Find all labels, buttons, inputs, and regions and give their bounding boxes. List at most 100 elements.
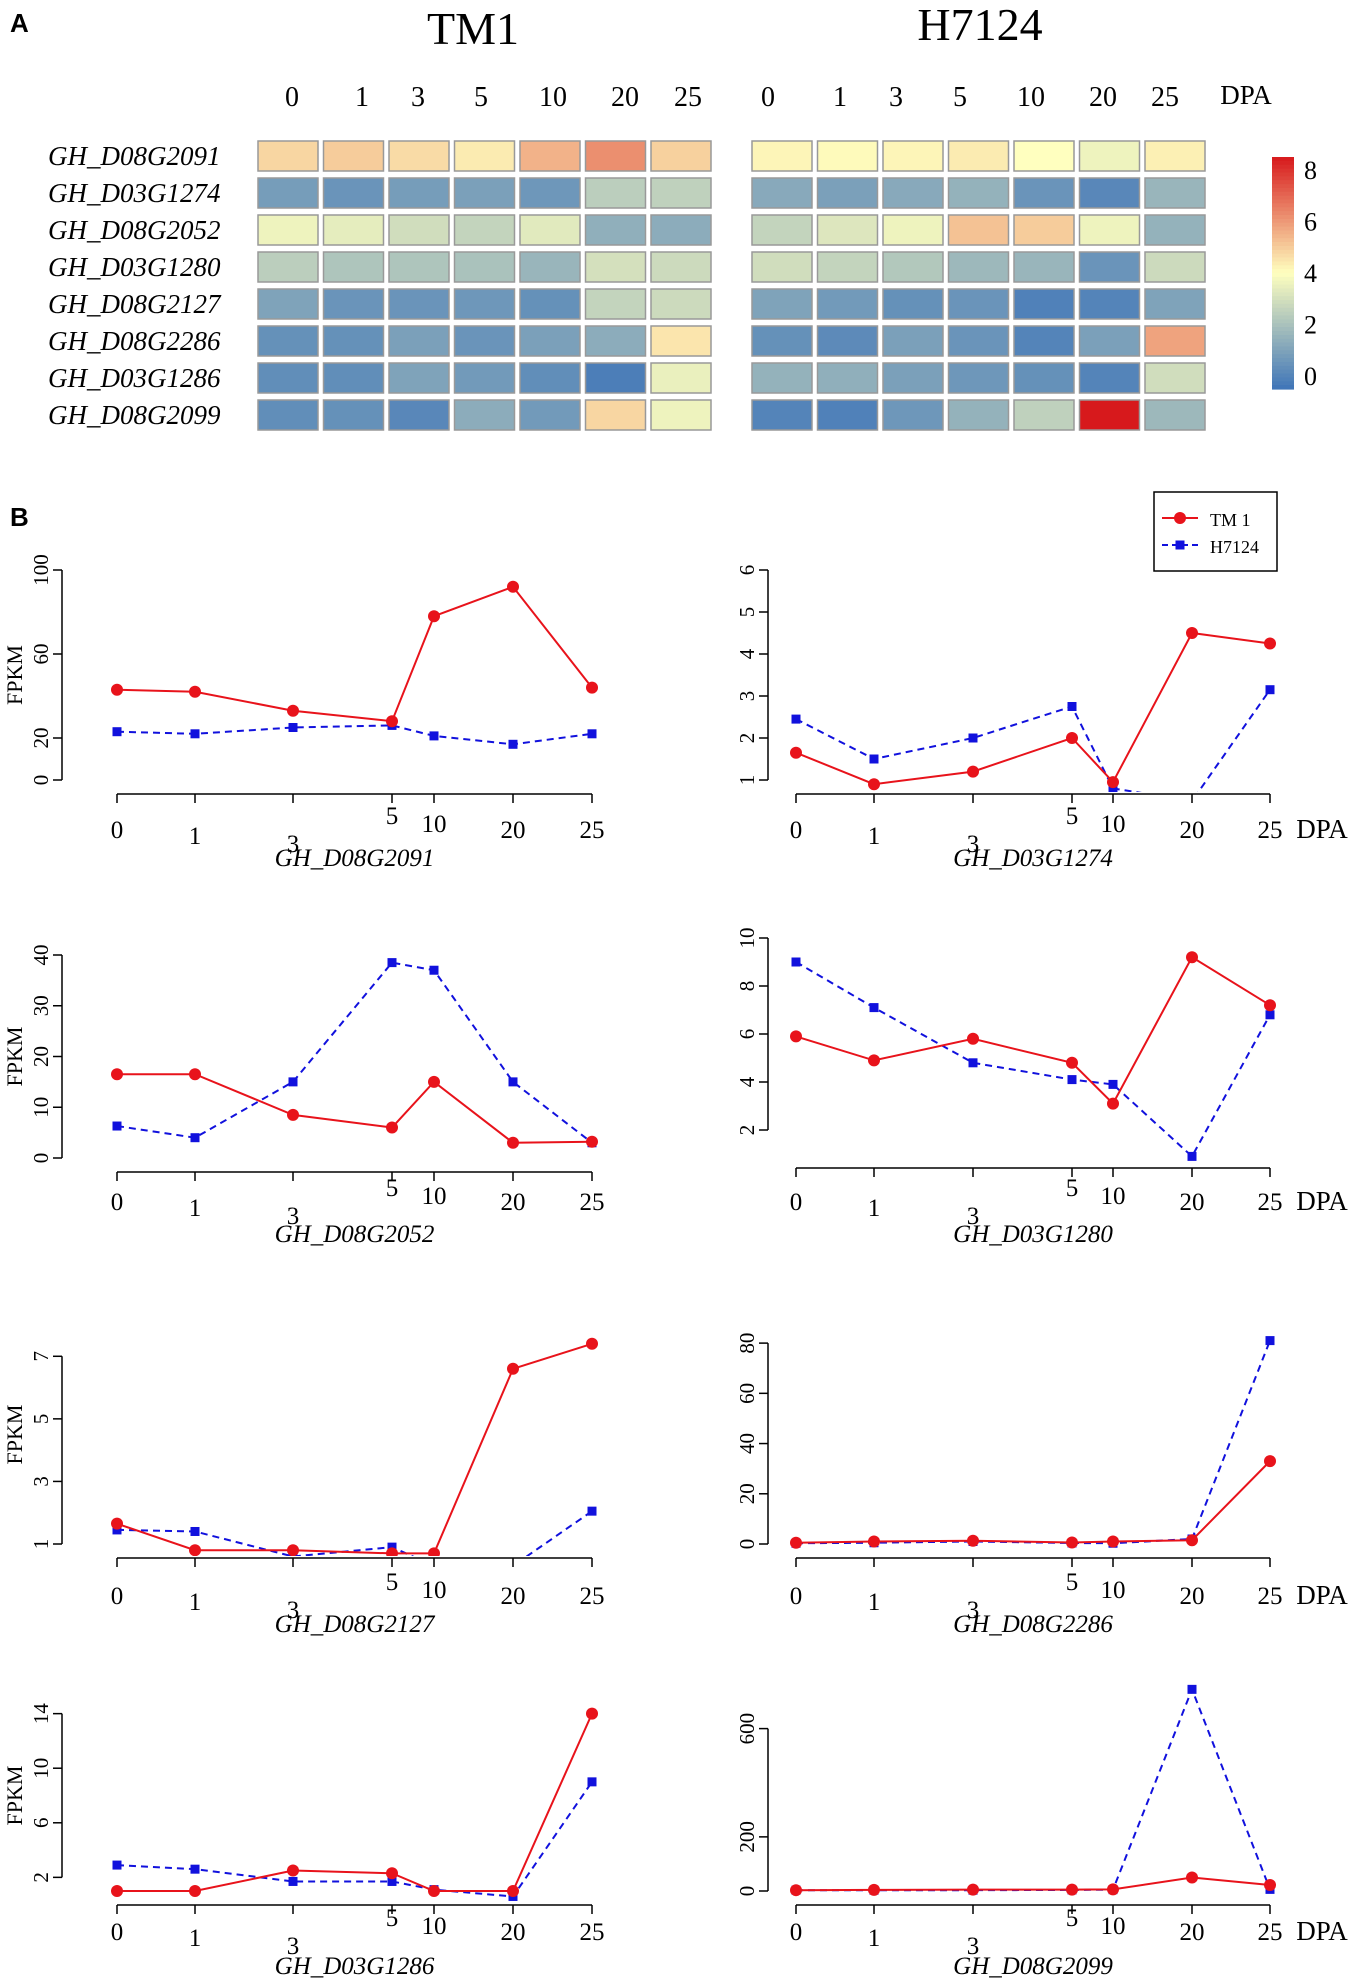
heatmap-cell-tm1 bbox=[388, 362, 450, 394]
legend-gradient-segment bbox=[1272, 218, 1294, 224]
heatmap-cell-tm1 bbox=[584, 325, 647, 357]
legend-gradient-segment bbox=[1272, 296, 1294, 301]
heatmap-row-label: GH_D03G1280 bbox=[48, 252, 221, 282]
line-chart-gh_d08g2052: 0 10 20 30 40 0 1 3 5 10 20 25 GH_D08G2052 FPKM bbox=[2, 945, 605, 1249]
heatmap-cell-h7124 bbox=[1013, 399, 1075, 431]
x-tick-label: 5 bbox=[1066, 1175, 1079, 1202]
heatmap-cell-h7124 bbox=[1078, 251, 1141, 283]
data-point-h7124 bbox=[429, 965, 439, 975]
legend-label-h7124: H7124 bbox=[1210, 537, 1259, 557]
legend-gradient-segment bbox=[1272, 273, 1294, 278]
data-point-h7124 bbox=[587, 729, 597, 739]
legend-gradient-segment bbox=[1272, 195, 1294, 201]
gene-axis-title: GH_D03G1274 bbox=[953, 845, 1113, 872]
data-point-h7124 bbox=[1187, 1684, 1197, 1694]
x-tick-label: 0 bbox=[111, 1583, 124, 1610]
heatmap-cell-h7124 bbox=[1078, 399, 1141, 431]
heatmap-cell-tm1 bbox=[388, 140, 450, 172]
data-point-h7124 bbox=[387, 958, 397, 968]
plot-area bbox=[111, 958, 598, 1149]
legend-gradient-segment bbox=[1272, 369, 1294, 375]
x-tick-label: 25 bbox=[580, 817, 605, 844]
data-point-tm1 bbox=[428, 1547, 440, 1556]
x-tick-label: 3 bbox=[287, 1597, 300, 1624]
x-tick-label: 5 bbox=[386, 1905, 399, 1932]
series-line-h7124 bbox=[116, 724, 593, 746]
data-point-h7124 bbox=[190, 729, 200, 739]
data-point-tm1 bbox=[967, 1883, 979, 1896]
legend-gradient-segment bbox=[1272, 307, 1294, 313]
data-point-h7124 bbox=[791, 714, 801, 724]
data-point-tm1 bbox=[507, 1885, 519, 1897]
heatmap-row-label: GH_D08G2052 bbox=[48, 215, 221, 245]
heatmap-cell-tm1 bbox=[650, 325, 712, 357]
heatmap-cell-h7124 bbox=[947, 140, 1010, 172]
x-tick-label: 5 bbox=[386, 1175, 399, 1202]
heatmap-cell-tm1 bbox=[650, 399, 712, 431]
legend-gradient-segment bbox=[1272, 319, 1294, 324]
heatmap-row-label: GH_D08G2099 bbox=[48, 400, 221, 430]
gene-axis-title: GH_D03G1280 bbox=[953, 1221, 1113, 1248]
x-tick-label: 0 bbox=[790, 1189, 803, 1216]
y-tick-label: 10 bbox=[735, 928, 759, 949]
legend-gradient-segment bbox=[1272, 222, 1294, 228]
data-point-tm1 bbox=[111, 683, 123, 696]
heatmap-col-label-h7124: 5 bbox=[953, 82, 967, 113]
heatmap-cell-tm1 bbox=[519, 288, 581, 320]
heatmap-cell-tm1 bbox=[519, 362, 581, 394]
y-axis-title: FPKM bbox=[2, 1027, 27, 1087]
data-point-tm1 bbox=[790, 1884, 802, 1897]
data-point-tm1 bbox=[1066, 1883, 1078, 1896]
plot-area bbox=[790, 1336, 1276, 1549]
data-point-tm1 bbox=[189, 1885, 201, 1897]
data-point-tm1 bbox=[507, 1136, 519, 1149]
heatmap-cell-h7124 bbox=[882, 140, 944, 172]
data-point-h7124 bbox=[1067, 1075, 1077, 1085]
heatmap-cell-h7124 bbox=[947, 177, 1010, 209]
legend-gradient-segment bbox=[1272, 226, 1294, 232]
data-point-tm1 bbox=[1264, 999, 1276, 1012]
heatmap-cell-tm1 bbox=[519, 399, 581, 431]
data-point-h7124 bbox=[387, 1876, 397, 1886]
series-line-tm1 bbox=[795, 1876, 1271, 1892]
x-tick-label: 5 bbox=[1066, 1905, 1079, 1932]
legend-tick-label: 0 bbox=[1304, 362, 1317, 391]
data-point-tm1 bbox=[1264, 1455, 1276, 1468]
heatmap-cell-h7124 bbox=[947, 325, 1010, 357]
legend-gradient-segment bbox=[1272, 338, 1294, 344]
heatmap-cell-tm1 bbox=[453, 399, 516, 431]
y-tick-label: 0 bbox=[735, 1886, 759, 1897]
legend-gradient-segment bbox=[1272, 327, 1294, 332]
heatmap-cell-h7124 bbox=[947, 362, 1010, 394]
heatmap-cell-tm1 bbox=[257, 251, 319, 283]
data-point-tm1 bbox=[1107, 1097, 1119, 1110]
y-tick-label: 0 bbox=[29, 775, 53, 786]
legend-gradient-segment bbox=[1272, 257, 1294, 262]
heatmap-cell-h7124 bbox=[1078, 140, 1141, 172]
y-tick-label: 80 bbox=[735, 1333, 759, 1354]
x-tick-label: 25 bbox=[580, 1583, 605, 1610]
legend-gradient-segment bbox=[1272, 358, 1294, 363]
heatmap-cell-h7124 bbox=[947, 288, 1010, 320]
heatmap-cell-h7124 bbox=[816, 251, 879, 283]
heatmap-cell-tm1 bbox=[257, 362, 319, 394]
heatmap-cell-h7124 bbox=[1144, 325, 1206, 357]
data-point-tm1 bbox=[428, 610, 440, 623]
heatmap-cell-h7124 bbox=[1013, 325, 1075, 357]
heatmap-col-label-tm1: 20 bbox=[611, 82, 639, 113]
x-tick-label: 20 bbox=[501, 1189, 526, 1216]
y-tick-label: 10 bbox=[29, 1758, 53, 1779]
data-point-tm1 bbox=[790, 1030, 802, 1043]
heatmap-title-tm1: TM1 bbox=[427, 3, 519, 54]
data-point-h7124 bbox=[112, 1860, 122, 1870]
data-point-h7124 bbox=[1265, 685, 1275, 695]
legend-gradient-segment bbox=[1272, 303, 1294, 309]
heatmap-col-label-h7124: 20 bbox=[1089, 82, 1117, 113]
legend-gradient-segment bbox=[1272, 160, 1294, 166]
heatmap-cell-h7124 bbox=[816, 362, 879, 394]
legend-gradient-segment bbox=[1272, 242, 1294, 247]
legend-gradient-segment bbox=[1272, 187, 1294, 193]
y-tick-label: 6 bbox=[735, 1029, 759, 1040]
y-tick-label: 1 bbox=[29, 1539, 53, 1550]
heatmap-cell-h7124 bbox=[816, 140, 879, 172]
